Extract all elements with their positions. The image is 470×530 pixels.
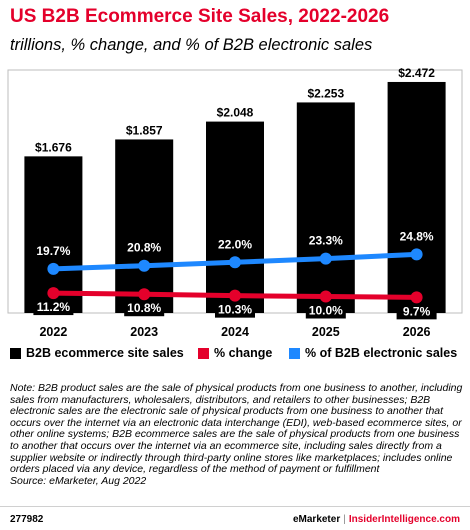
change-label-bg-2023: [124, 301, 165, 317]
chart-title: US B2B Ecommerce Site Sales, 2022-2026: [10, 6, 390, 27]
legend-item-change: % change: [198, 346, 272, 360]
bar-2024: [206, 121, 264, 314]
change-point-2023: [138, 288, 151, 301]
legend-swatch-change: [198, 347, 209, 359]
share-label-2026: 24.8%: [400, 229, 434, 243]
share-label-2025: 23.3%: [309, 234, 343, 248]
bar-2025: [296, 102, 355, 313]
legend-item-sales: B2B ecommerce site sales: [10, 346, 184, 360]
bar-label-2023: $1.857: [126, 123, 163, 137]
x-tick-2023: 2023: [130, 325, 158, 339]
bar-label-2026: $2.472: [398, 66, 435, 80]
x-tick-2026: 2026: [403, 325, 431, 339]
share-point-2023: [138, 259, 151, 272]
legend-label-change: % change: [214, 346, 273, 360]
chart-legend: B2B ecommerce site sales % change % of B…: [10, 346, 470, 364]
x-tick-2024: 2024: [221, 325, 249, 339]
change-label-bg-2026: [396, 304, 437, 320]
change-label-2023: 10.8%: [127, 301, 161, 315]
legend-swatch-share: [289, 347, 300, 359]
share-label-2023: 20.8%: [127, 241, 161, 255]
bar-label-2024: $2.048: [217, 106, 254, 120]
chart-plot: $1.676 $1.857 $2.048 $2.253 $2.472 19.7% 20.8%…: [7, 66, 463, 339]
change-point-2022: [47, 287, 60, 300]
bar-label-2025: $2.253: [307, 86, 344, 100]
brand-name: eMarketer: [292, 514, 341, 525]
change-point-2024: [229, 289, 241, 302]
legend-swatch-sales: [10, 347, 21, 359]
change-label-bg-2025: [305, 303, 346, 319]
share-label-2022: 19.7%: [36, 244, 70, 258]
change-label-bg-2022: [33, 300, 74, 316]
footer: 277982 eMarketer | InsiderIntelligence.com: [0, 506, 470, 530]
share-point-2022: [47, 262, 60, 275]
legend-label-sales: B2B ecommerce site sales: [26, 346, 184, 360]
change-label-2026: 9.7%: [403, 304, 431, 318]
bar-2026: [387, 81, 446, 313]
change-label-2022: 11.2%: [37, 300, 71, 314]
share-label-bg-2023: [124, 240, 165, 256]
bar-2022: [24, 156, 83, 313]
share-label-bg-2026: [396, 229, 437, 245]
legend-item-share: % of B2B electronic sales: [289, 346, 457, 360]
change-point-2026: [410, 291, 423, 304]
change-label-2025: 10.0%: [309, 304, 343, 318]
share-label-bg-2024: [215, 237, 255, 253]
footer-brand: eMarketer | InsiderIntelligence.com: [293, 514, 460, 525]
source-text: Source: eMarketer, Aug 2022: [10, 474, 147, 487]
brand-site: InsiderIntelligence.com: [348, 514, 460, 525]
share-point-2025: [319, 252, 332, 265]
share-point-2026: [410, 248, 423, 261]
legend-label-share: % of B2B electronic sales: [305, 346, 458, 360]
change-point-2025: [319, 290, 332, 303]
change-label-bg-2024: [215, 302, 255, 318]
x-tick-2022: 2022: [39, 325, 67, 339]
brand-separator: |: [343, 514, 346, 525]
chart-id: 277982: [10, 514, 44, 525]
chart-subtitle: trillions, % change, and % of B2B electr…: [10, 36, 373, 54]
x-tick-2025: 2025: [312, 325, 340, 339]
change-label-2024: 10.3%: [218, 303, 252, 317]
share-label-bg-2022: [33, 243, 74, 259]
share-point-2024: [229, 256, 241, 269]
bar-2023: [115, 139, 174, 313]
note-text: Note: B2B product sales are the sale of …: [10, 382, 463, 476]
share-label-2024: 22.0%: [218, 237, 252, 251]
bar-label-2022: $1.676: [35, 140, 72, 154]
share-label-bg-2025: [305, 233, 346, 249]
chart-note: Note: B2B product sales are the sale of …: [10, 382, 465, 487]
